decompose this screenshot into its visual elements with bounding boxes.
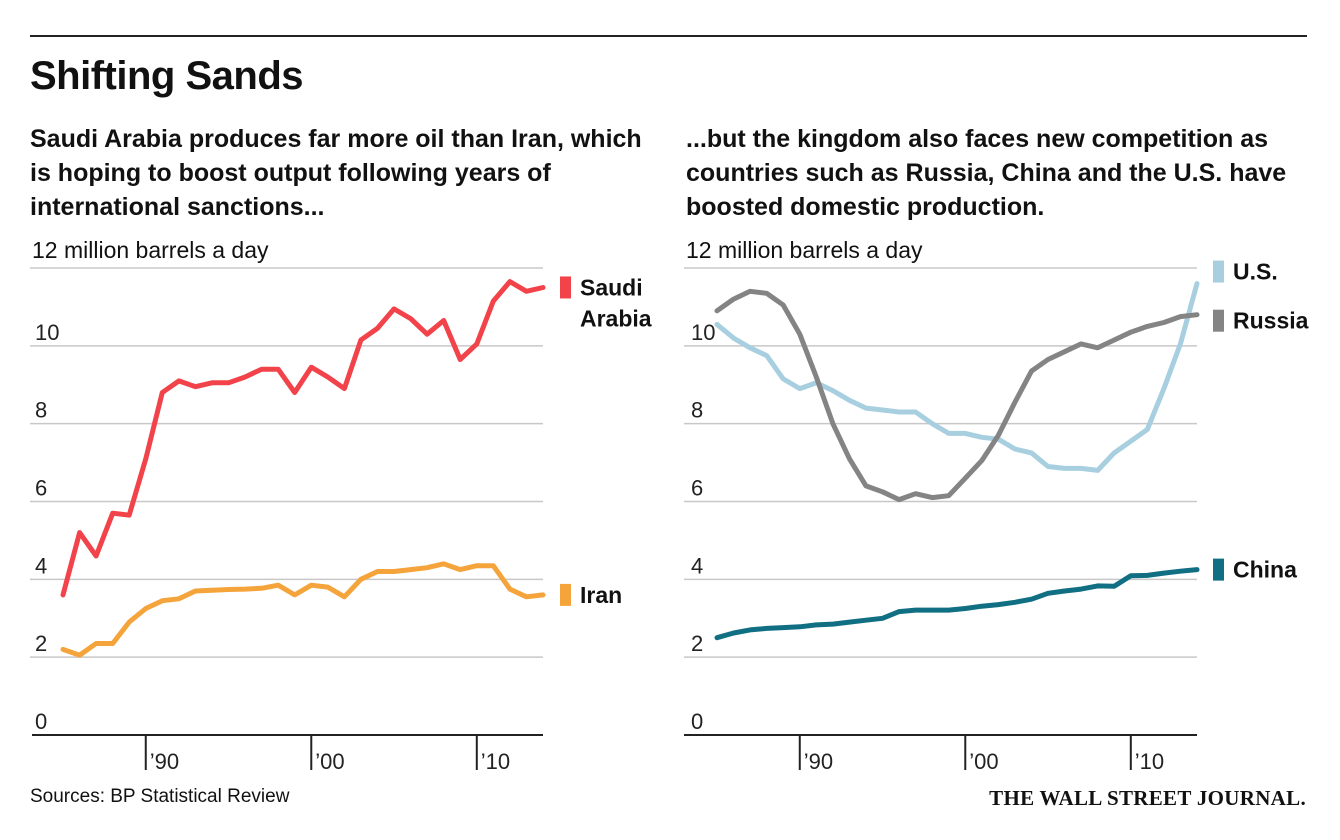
saudi-arabia-series-label: Arabia <box>580 305 652 331</box>
saudi-arabia-line <box>60 279 546 598</box>
y-tick-label: 6 <box>691 476 703 501</box>
saudi-arabia-series-label: Saudi <box>580 274 643 300</box>
iran-line <box>60 561 546 658</box>
u-s-legend-swatch <box>1213 260 1224 283</box>
x-tick-label: ’90 <box>804 749 833 774</box>
y-tick-label: 6 <box>35 476 47 501</box>
china-legend-swatch <box>1213 558 1224 581</box>
y-tick-label: 0 <box>691 709 703 734</box>
page-title: Shifting Sands <box>30 54 304 98</box>
right-chart-subtitle: ...but the kingdom also faces new compet… <box>686 125 1287 221</box>
right-line-chart: 0 2 4 6 8 10 ’90 ’00 ’10 U.S. Russia China <box>684 259 1309 774</box>
iran-legend-swatch <box>560 583 571 606</box>
y-tick-label: 10 <box>35 320 59 345</box>
russia-series-label: Russia <box>1233 308 1309 334</box>
left-chart-subtitle: Saudi Arabia produces far more oil than … <box>30 125 642 221</box>
x-tick-label: ’90 <box>150 749 179 774</box>
x-tick-label: ’00 <box>315 749 344 774</box>
source-note: Sources: BP Statistical Review <box>30 786 290 807</box>
x-tick-label: ’10 <box>481 749 510 774</box>
iran-series-label: Iran <box>580 582 622 608</box>
x-tick-label: ’10 <box>1135 749 1164 774</box>
x-tick-label: ’00 <box>969 749 998 774</box>
y-tick-label: 10 <box>691 320 715 345</box>
russia-line <box>714 288 1200 503</box>
y-tick-label: 4 <box>35 553 47 578</box>
y-tick-label: 8 <box>35 398 47 423</box>
u-s-line <box>714 281 1200 473</box>
china-series-label: China <box>1233 557 1297 583</box>
china-line <box>714 567 1200 641</box>
left-chart-y-axis-unit-label: 12 million barrels a day <box>32 237 269 263</box>
russia-legend-swatch <box>1213 309 1224 332</box>
u-s-series-label: U.S. <box>1233 259 1278 285</box>
y-tick-label: 4 <box>691 553 703 578</box>
y-tick-label: 0 <box>35 709 47 734</box>
y-tick-label: 2 <box>35 631 47 656</box>
top-rule <box>30 35 1307 37</box>
publisher-logo: THE WALL STREET JOURNAL. <box>989 786 1306 810</box>
y-tick-label: 2 <box>691 631 703 656</box>
left-line-chart: 0 2 4 6 8 10 ’90 ’00 ’10 Saudi Arabia Iran <box>30 267 652 774</box>
saudi-arabia-legend-swatch <box>560 276 571 299</box>
y-tick-label: 8 <box>691 398 703 423</box>
right-chart-y-axis-unit-label: 12 million barrels a day <box>686 237 923 263</box>
